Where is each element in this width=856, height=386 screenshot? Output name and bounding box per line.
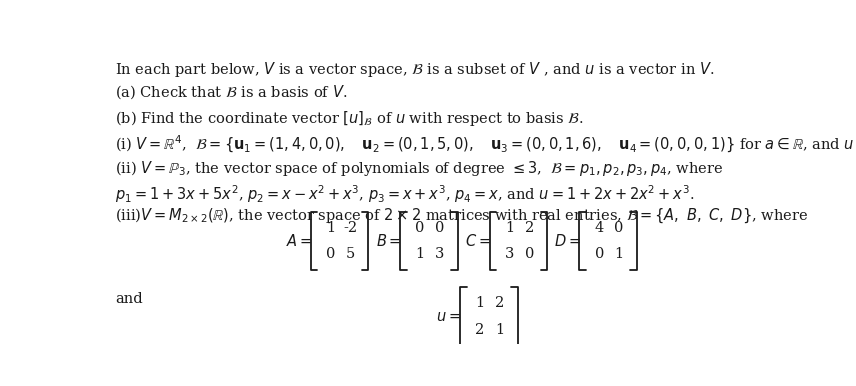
Text: $p_1 = 1 + 3x + 5x^2$, $p_2 = x - x^2 + x^3$, $p_3 = x + x^3$, $p_4 = x$, and $u: $p_1 = 1 + 3x + 5x^2$, $p_2 = x - x^2 + … (115, 183, 694, 205)
Text: (a) Check that $\mathcal{B}$ is a basis of $V$.: (a) Check that $\mathcal{B}$ is a basis … (115, 83, 348, 101)
Text: 0: 0 (326, 247, 336, 261)
Text: 1: 1 (415, 247, 425, 261)
Text: 2: 2 (495, 296, 504, 310)
Text: $u =$: $u =$ (436, 310, 461, 324)
Text: (ii) $V = \mathbb{P}_3$, the vector space of polynomials of degree $\leq 3$,  $\: (ii) $V = \mathbb{P}_3$, the vector spac… (115, 159, 723, 178)
Text: 2: 2 (525, 221, 534, 235)
Text: $A =$: $A =$ (286, 233, 312, 249)
Text: 1: 1 (495, 323, 504, 337)
Text: In each part below, $V$ is a vector space, $\mathcal{B}$ is a subset of $V$ , an: In each part below, $V$ is a vector spac… (115, 60, 714, 79)
Text: 1: 1 (505, 221, 514, 235)
Text: 1: 1 (475, 296, 484, 310)
Text: (iii)$V = M_{2\times2}(\mathbb{R})$, the vector space of $2 \times 2$ matrices w: (iii)$V = M_{2\times2}(\mathbb{R})$, the… (115, 206, 808, 225)
Text: 0: 0 (615, 221, 624, 235)
Text: 2: 2 (475, 323, 484, 337)
Text: $B =$: $B =$ (376, 233, 401, 249)
Text: 4: 4 (595, 221, 603, 235)
Text: 0: 0 (525, 247, 534, 261)
Text: 5: 5 (346, 247, 355, 261)
Text: 0: 0 (436, 221, 445, 235)
Text: $D =$: $D =$ (554, 233, 580, 249)
Text: 3: 3 (505, 247, 514, 261)
Text: 0: 0 (415, 221, 425, 235)
Text: -2: -2 (343, 221, 358, 235)
Text: 3: 3 (436, 247, 445, 261)
Text: 1: 1 (615, 247, 624, 261)
Text: (i) $V = \mathbb{R}^4$,  $\mathcal{B} = \{\mathbf{u}_1 = (1,4,0,0),\quad \mathbf: (i) $V = \mathbb{R}^4$, $\mathcal{B} = \… (115, 134, 856, 155)
Text: and: and (115, 291, 143, 306)
Text: $C =$: $C =$ (465, 233, 490, 249)
Text: 1: 1 (326, 221, 336, 235)
Text: 0: 0 (595, 247, 604, 261)
Text: (b) Find the coordinate vector $[u]_{\mathcal{B}}$ of $u$ with respect to basis : (b) Find the coordinate vector $[u]_{\ma… (115, 109, 584, 128)
